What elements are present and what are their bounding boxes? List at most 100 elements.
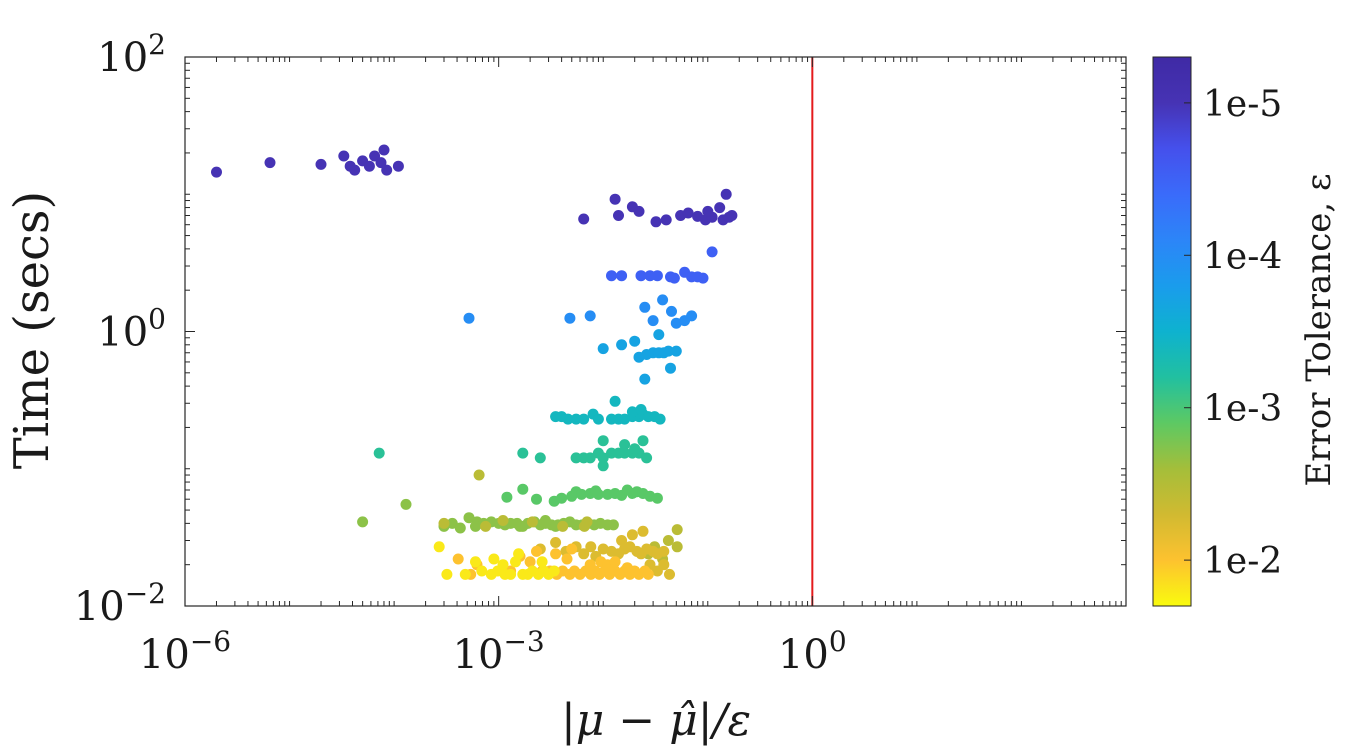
data-point: [459, 568, 471, 580]
data-point: [670, 345, 682, 357]
data-point: [642, 568, 654, 580]
data-point: [607, 519, 619, 531]
data-point: [576, 488, 587, 500]
data-point: [597, 343, 609, 355]
data-point: [513, 548, 525, 560]
data-point: [626, 406, 638, 418]
data-point: [381, 164, 393, 176]
data-point: [597, 543, 609, 555]
data-point: [517, 483, 529, 495]
colorbar: 1e-5 1e-4 1e-3 1e-2: [1152, 56, 1282, 607]
data-point: [616, 270, 628, 282]
data-point: [726, 210, 738, 221]
data-point: [619, 447, 631, 459]
y-axis-label: Time (secs): [4, 191, 60, 470]
data-point: [539, 515, 551, 526]
data-point: [585, 541, 597, 553]
data-point: [505, 568, 517, 580]
data-point: [702, 205, 714, 217]
x-tick-label: 10−6: [139, 625, 231, 678]
data-point: [597, 460, 609, 472]
data-point: [682, 207, 694, 219]
data-point: [686, 310, 698, 322]
data-point: [664, 568, 675, 580]
data-point: [706, 246, 718, 258]
data-point: [720, 188, 732, 200]
data-point: [562, 413, 574, 425]
colorbar-tick-label: 1e-3: [1203, 389, 1282, 430]
data-point: [531, 545, 542, 557]
data-point: [666, 305, 677, 317]
data-point: [550, 537, 562, 548]
data-point: [637, 435, 649, 447]
data-point: [584, 452, 596, 464]
data-point: [606, 270, 617, 282]
data-point: [651, 492, 663, 504]
data-point: [609, 395, 621, 407]
data-point: [501, 491, 513, 503]
data-point: [476, 565, 488, 577]
data-point: [517, 447, 529, 459]
data-point: [626, 529, 638, 541]
data-point: [639, 373, 651, 385]
colorbar-tick-label: 1e-2: [1203, 541, 1282, 582]
data-point: [514, 520, 526, 532]
data-point: [616, 339, 628, 351]
data-point: [658, 545, 670, 557]
colorbar-tick-label: 1e-4: [1203, 236, 1282, 277]
data-point: [497, 559, 509, 571]
data-point: [641, 452, 653, 464]
data-point: [488, 553, 500, 565]
data-point: [470, 520, 481, 532]
data-point: [570, 413, 582, 425]
data-point: [556, 492, 568, 504]
x-tick-label: 100: [778, 625, 847, 678]
x-axis-label: |μ − μ̂|/ε: [561, 695, 751, 746]
data-point: [609, 556, 621, 568]
data-point: [570, 452, 582, 464]
data-point: [400, 498, 412, 510]
data-point: [658, 559, 670, 571]
data-point: [662, 535, 674, 546]
data-point: [671, 524, 683, 536]
data-point: [338, 150, 350, 162]
data-point: [441, 568, 453, 580]
data-point: [653, 329, 665, 341]
data-point: [526, 516, 538, 528]
data-point: [548, 565, 560, 577]
colorbar-label: Error Tolerance, ε: [1299, 173, 1339, 486]
data-point: [564, 312, 576, 324]
data-point: [454, 522, 466, 534]
data-point: [438, 517, 450, 529]
data-point: [584, 310, 596, 322]
data-point: [264, 157, 276, 169]
data-point: [660, 214, 672, 226]
data-point: [592, 413, 604, 425]
y-tick-label: 102: [97, 28, 166, 81]
data-point: [357, 516, 369, 528]
data-point: [621, 562, 633, 574]
data-point: [670, 317, 682, 329]
y-tick-label: 100: [97, 303, 166, 356]
data-point: [609, 193, 621, 205]
data-point: [566, 543, 578, 555]
data-point: [534, 452, 546, 464]
data-point: [378, 144, 390, 156]
data-point: [635, 270, 647, 282]
data-point: [392, 160, 404, 172]
data-point: [463, 312, 475, 324]
data-point: [363, 160, 375, 172]
data-point: [446, 517, 458, 529]
data-point: [654, 413, 666, 425]
data-point: [524, 556, 536, 568]
axes: 10−6 10−3 100 10−2 100 102: [74, 28, 1127, 678]
data-point: [629, 335, 641, 347]
data-point: [662, 345, 674, 357]
data-point: [637, 525, 649, 537]
data-point: [349, 164, 361, 176]
data-point: [665, 362, 676, 374]
data-point: [578, 548, 590, 560]
data-point: [373, 447, 385, 459]
data-point: [619, 439, 631, 451]
